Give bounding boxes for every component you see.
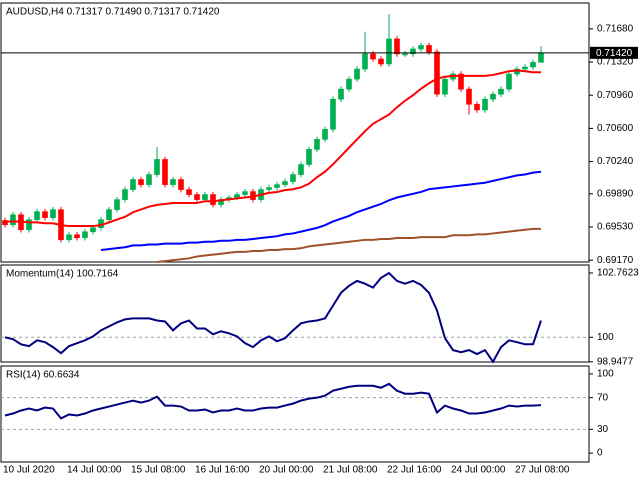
candle-body [50,209,56,218]
candle-body [66,234,72,241]
candle-body [202,194,208,200]
candle-body [538,52,544,63]
candle-body [402,53,408,56]
candle-body [298,164,304,175]
candle-body [42,211,48,218]
candle-body [362,53,368,70]
candle-body [194,194,200,200]
candle-body [10,214,16,225]
y-tick-label: 0.69170 [597,255,634,266]
candle-body [354,68,360,80]
candle-body [162,159,168,185]
candle-body [466,88,472,105]
candle-body [474,103,480,111]
moving-average [5,69,541,228]
candle-body [426,45,432,53]
moving-average [156,227,541,263]
candle-body [106,209,112,221]
y-tick-label: 0.71680 [597,24,634,35]
indicator-line [4,382,542,420]
candle-body [178,179,184,190]
indicator-line [4,271,542,364]
candle-body [82,231,88,239]
candle-body [378,58,384,65]
y-tick-label: 0.70600 [597,123,634,134]
moving-average [100,170,542,252]
candle-body [346,78,352,90]
y-tick-label: 30 [597,424,609,435]
panel-frame [0,2,590,263]
candle-body [530,62,536,68]
x-tick-label: 16 Jul 16:00 [195,465,250,476]
candle-body [154,159,160,175]
candle-body [458,73,464,90]
y-tick-label: 0 [597,448,603,459]
candle-body [330,98,336,130]
x-tick-label: 24 Jul 00:00 [451,465,506,476]
panel-frame [0,365,590,463]
candle-body [490,93,496,100]
candle-body [386,38,392,65]
current-price-label: 0.71420 [596,48,633,59]
candle-body [338,88,344,100]
y-tick-label: 0.71320 [597,57,634,68]
y-tick-label: 0.70960 [597,90,634,101]
panel-title: Momentum(14) 100.7164 [6,269,119,280]
candle-body [410,48,416,55]
x-tick-label: 14 Jul 00:00 [67,465,122,476]
x-tick-label: 22 Jul 16:00 [387,465,442,476]
candle-body [306,149,312,165]
y-tick-label: 102.7623 [597,268,639,279]
y-tick-label: 0.69890 [597,188,634,199]
candle-body [314,139,320,150]
candle-body [186,189,192,195]
candle-body [26,219,32,231]
candle-body [442,78,448,95]
candle-body [482,98,488,111]
candle-body [522,66,528,70]
candle-body [122,189,128,200]
candle-body [170,179,176,185]
candle-body [506,73,512,90]
x-tick-label: 27 Jul 08:00 [515,465,570,476]
candle-body [282,181,288,185]
candle-body [34,211,40,221]
current-price-box [590,46,638,59]
candle-body [322,129,328,140]
candle-body [370,53,376,60]
y-tick-label: 100 [597,369,614,380]
candle-body [130,179,136,190]
y-tick-label: 0.69530 [597,222,634,233]
candle-body [290,174,296,182]
x-tick-label: 10 Jul 2020 [3,465,55,476]
y-tick-label: 98.9477 [597,356,634,367]
candle-body [274,184,280,188]
candle-body [138,179,144,185]
y-tick-label: 0.70240 [597,156,634,167]
x-tick-label: 20 Jul 00:00 [259,465,314,476]
candle-body [266,187,272,190]
x-tick-label: 15 Jul 08:00 [131,465,186,476]
candle-body [498,88,504,95]
candle-body [242,191,248,195]
candle-body [418,45,424,50]
y-tick-label: 100 [597,332,614,343]
candle-body [234,194,240,198]
y-tick-label: 70 [597,392,609,403]
panel-title: RSI(14) 60.6634 [6,370,80,381]
candle-body [434,51,440,95]
candle-body [394,38,400,55]
x-tick-label: 21 Jul 08:00 [323,465,378,476]
panel-title: AUDUSD,H4 0.71317 0.71490 0.71317 0.7142… [6,7,220,18]
candle-body [114,199,120,210]
candle-body [210,194,216,205]
candle-body [74,234,80,239]
candle-body [146,174,152,185]
candle-body [90,227,96,233]
panel-frame [0,264,590,363]
